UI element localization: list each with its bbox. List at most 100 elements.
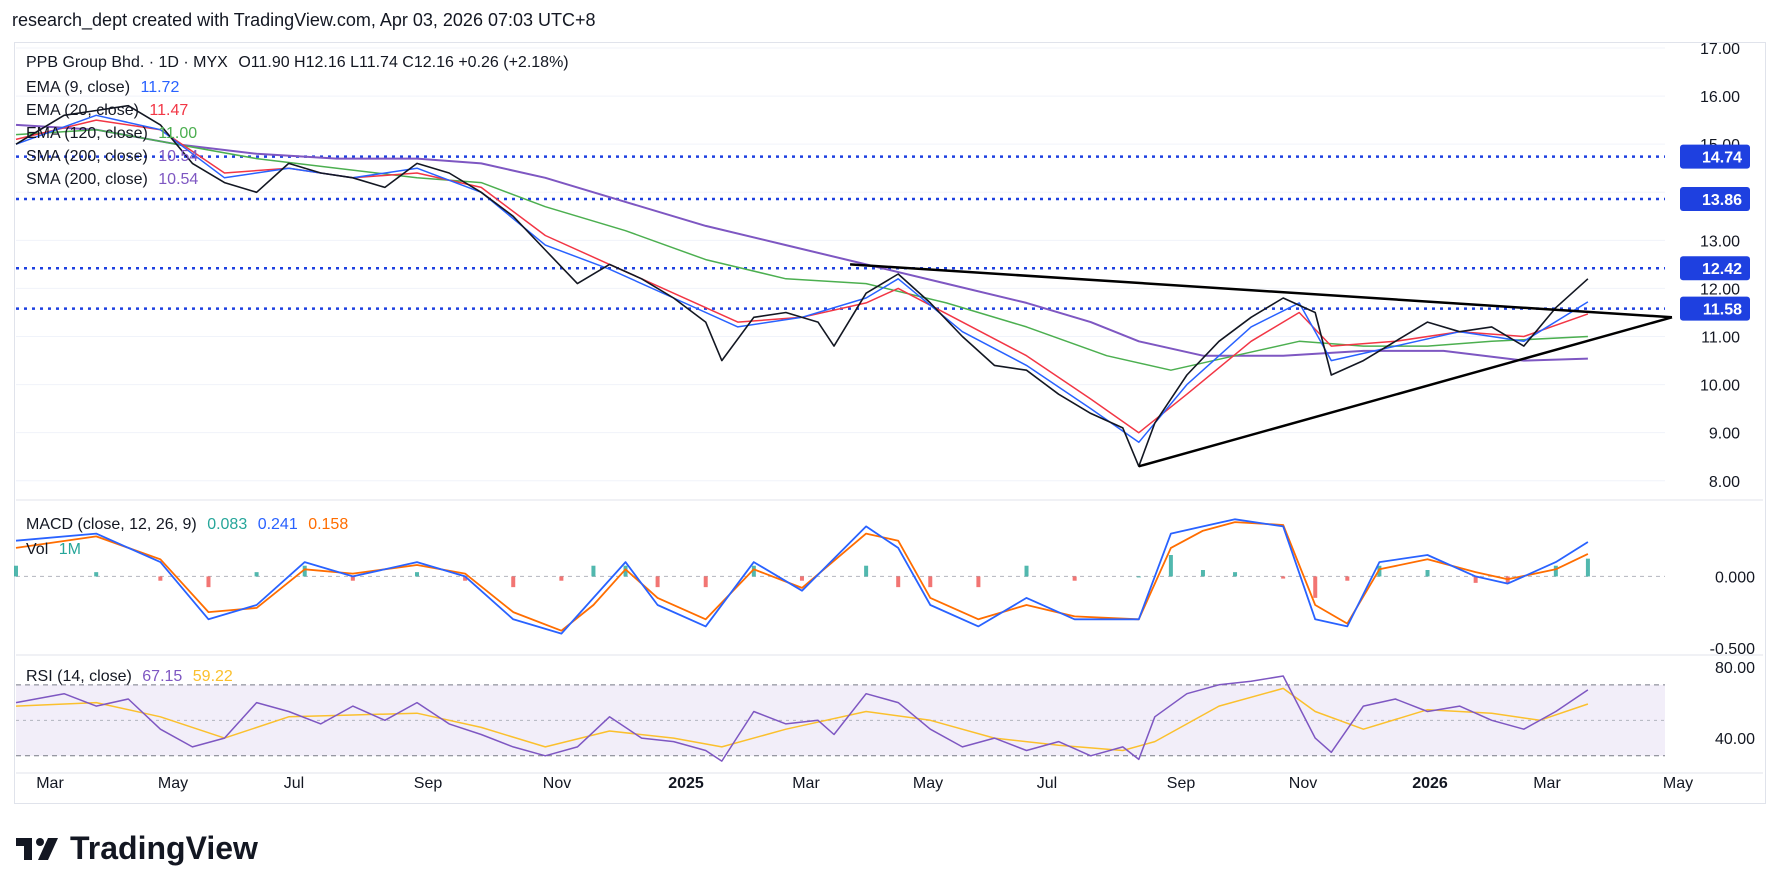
price-level-tag-label: 13.86 [1702, 192, 1742, 209]
macd-histogram-bar [928, 576, 933, 588]
macd-histogram-bar [896, 576, 901, 588]
ema9-label: EMA (9, close) [26, 79, 131, 96]
macd-histogram-bar [1473, 576, 1478, 583]
price-lines [15, 104, 1589, 468]
chart-frame[interactable] [14, 42, 1766, 804]
time-tick-label: Mar [36, 775, 64, 792]
volume-value: 1M [58, 541, 81, 558]
legend-rsi[interactable]: RSI (14, close) 67.15 59.22 [26, 668, 233, 686]
price-level-tag: 13.86 [1680, 186, 1750, 211]
grid [16, 47, 1763, 774]
ohlc-values: O11.90 H12.16 L11.74 C12.16 +0.26 (+2.18… [238, 54, 569, 71]
macd-signal-value: 0.158 [308, 516, 349, 533]
tradingview-logo-icon [16, 837, 58, 860]
macd-histogram-bar [206, 576, 211, 588]
ema120-label: EMA (120, close) [26, 125, 148, 142]
macd-histogram-bar [1168, 555, 1173, 577]
legend-volume[interactable]: Vol 1M [26, 541, 81, 559]
price-level-tag-bg [1680, 256, 1750, 281]
time-tick-label: Sep [1167, 775, 1196, 792]
rsi-tick-label: 40.00 [1715, 731, 1755, 748]
macd-line [15, 518, 1589, 635]
time-tick-label: May [1663, 775, 1693, 792]
macd-histogram-bar [655, 576, 660, 588]
sma200-b-value: 10.54 [158, 171, 199, 188]
ema9-line [15, 114, 1589, 444]
time-tick-label: May [913, 775, 943, 792]
macd-histogram-bar [350, 576, 355, 581]
ema20-value: 11.47 [149, 102, 189, 119]
macd-tick-label: 0.000 [1715, 569, 1755, 586]
price-axis: 17.0016.0015.0014.0013.0012.0011.0010.00… [1680, 41, 1755, 748]
price-level-tag: 11.58 [1680, 296, 1750, 321]
horizontal-levels [16, 155, 1665, 310]
price-tick-label: 8.00 [1709, 474, 1740, 491]
ema20-line [15, 119, 1589, 434]
ema9-value: 11.72 [140, 79, 180, 96]
price-tick-label: 17.00 [1700, 41, 1740, 58]
price-tick-label: 11.00 [1701, 330, 1740, 347]
sma200-a-label: SMA (200, close) [26, 148, 148, 165]
macd-histogram-bar [14, 565, 18, 577]
legend-macd[interactable]: MACD (close, 12, 26, 9) 0.083 0.241 0.15… [26, 516, 348, 534]
triangle-lower-trendline [1138, 316, 1673, 468]
price-tick-label: 12.00 [1700, 281, 1740, 298]
price-tick-label: 9.00 [1709, 426, 1740, 443]
sma200-a-value: 10.54 [158, 148, 199, 165]
time-tick-label: Nov [543, 775, 571, 792]
macd-label: MACD (close, 12, 26, 9) [26, 516, 197, 533]
macd-line-value: 0.241 [257, 516, 298, 533]
price-tick-label: 10.00 [1700, 378, 1740, 395]
time-tick-label: May [158, 775, 188, 792]
volume-label: Vol [26, 541, 49, 558]
macd-histogram-bar [1585, 558, 1590, 577]
macd-tick-label: -0.500 [1710, 641, 1755, 658]
macd-histogram-bar [1377, 565, 1382, 577]
macd-histogram-bar [463, 576, 468, 581]
macd-histogram-bar [976, 576, 981, 588]
macd-histogram-bar [158, 576, 163, 581]
macd-histogram-bar [1553, 565, 1558, 577]
macd-histogram-bar [751, 565, 756, 577]
price-level-tag: 12.42 [1680, 256, 1750, 281]
legend-sma200-b[interactable]: SMA (200, close) 10.54 [26, 171, 198, 189]
macd-hist-value: 0.083 [207, 516, 248, 533]
legend-sma200-a[interactable]: SMA (200, close) 10.54 [26, 148, 198, 166]
sma200-b-label: SMA (200, close) [26, 171, 148, 188]
time-tick-label: 2026 [1412, 775, 1448, 792]
tradingview-logo-text: TradingView [70, 830, 258, 866]
price-level-tag-label: 12.42 [1702, 261, 1742, 278]
macd-histogram-bar [623, 565, 628, 577]
price-level-tag-bg [1680, 186, 1750, 211]
macd-histogram-bar [1313, 576, 1318, 598]
price-line [15, 104, 1589, 468]
macd-histogram-bar [703, 576, 708, 588]
rsi-value: 67.15 [142, 668, 183, 685]
price-level-tag-label: 14.74 [1702, 150, 1742, 167]
macd-histogram-bar [1345, 576, 1350, 581]
time-axis: Mar May Jul Sep Nov 2025 Mar May Jul Sep Nov 2026 Ma… [36, 775, 1693, 792]
rsi-line [15, 675, 1589, 762]
macd-histogram-bar [302, 565, 307, 577]
macd-pane [14, 518, 1665, 635]
legend-ema20[interactable]: EMA (20, close) 11.47 [26, 102, 188, 120]
macd-histogram-bar [94, 572, 99, 577]
macd-histogram-bar [864, 565, 869, 577]
tradingview-logo[interactable]: TradingView [16, 830, 258, 867]
macd-histogram-bar [415, 572, 419, 577]
legend-ema9[interactable]: EMA (9, close) 11.72 [26, 79, 179, 97]
macd-histogram-bar [1136, 576, 1141, 578]
legend-ema120[interactable]: EMA (120, close) 11.00 [26, 125, 197, 143]
rsi-tick-label: 80.00 [1715, 660, 1755, 677]
price-level-tag-bg [1680, 144, 1750, 169]
triangle-upper-trendline [849, 263, 1673, 319]
macd-histogram-bar [799, 576, 804, 581]
ema120-line [15, 128, 1588, 371]
price-tick-label: 13.00 [1700, 233, 1740, 250]
macd-histogram-bar [591, 565, 596, 577]
price-tick-label: 16.00 [1700, 89, 1740, 106]
price-level-tag-bg [1680, 296, 1750, 321]
time-tick-label: Sep [414, 775, 443, 792]
macd-histogram-bar [1200, 570, 1205, 577]
